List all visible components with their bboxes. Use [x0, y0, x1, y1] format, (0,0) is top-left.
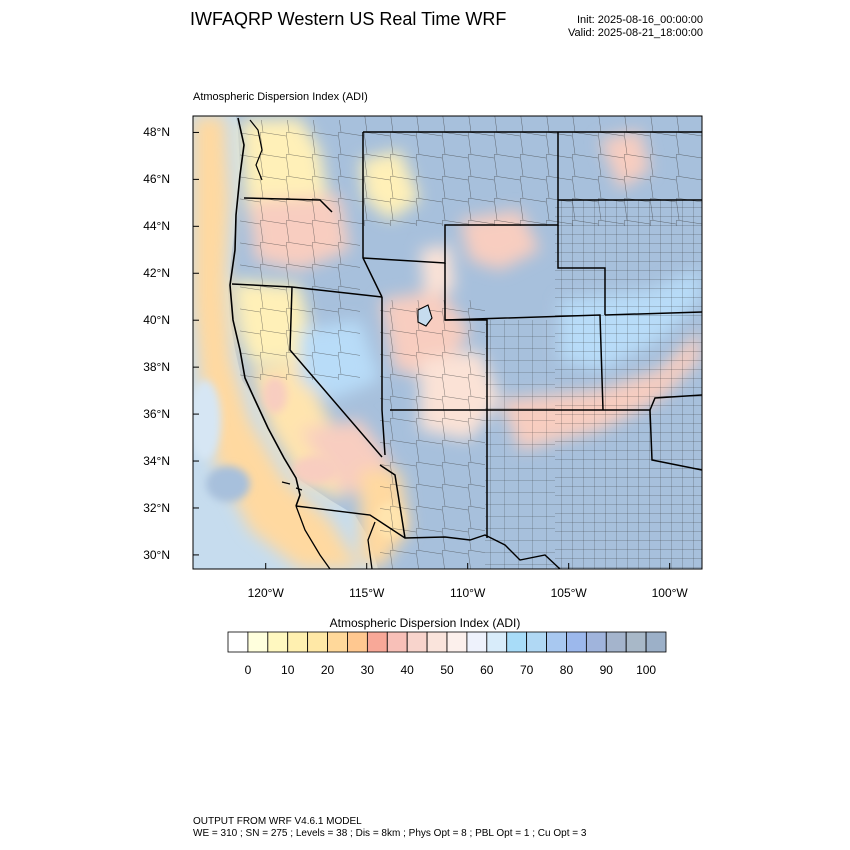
lat-label: 36°N — [143, 407, 170, 422]
colorbar-swatch — [287, 631, 309, 653]
lat-label: 34°N — [143, 454, 170, 469]
lon-label: 120°W — [247, 586, 284, 600]
lat-label: 38°N — [143, 360, 170, 375]
lon-label: 115°W — [349, 586, 385, 600]
colorbar-swatch — [366, 631, 388, 653]
colorbar-swatch — [426, 631, 448, 653]
great-salt-lake — [417, 304, 433, 327]
model-info: OUTPUT FROM WRF V4.6.1 MODEL — [193, 816, 362, 827]
lat-label: 40°N — [143, 313, 170, 328]
page-title: IWFAQRP Western US Real Time WRF — [190, 9, 507, 29]
colorbar-label: 20 — [320, 663, 335, 677]
colorbar-swatch — [526, 631, 547, 653]
colorbar-swatch — [605, 631, 627, 653]
county-lines-north — [360, 116, 702, 226]
lon-label: 105°W — [550, 586, 587, 600]
lat-ticks — [193, 131, 199, 556]
colorbar-swatch — [625, 631, 647, 653]
colorbar-label: 80 — [559, 663, 574, 677]
colorbar-swatch — [247, 631, 269, 653]
colorbar-swatch — [506, 631, 528, 653]
colorbar-swatch — [347, 631, 368, 653]
gulf-of-california-coast — [367, 521, 376, 569]
county-lines-west — [240, 120, 360, 380]
colorbar-swatch — [327, 631, 348, 653]
colorbar-label: 30 — [360, 663, 375, 677]
colorbar-label: 100 — [636, 663, 657, 677]
colorbar-title: Atmospheric Dispersion Index (ADI) — [329, 616, 521, 630]
colorbar-swatch — [486, 631, 508, 653]
init-time: Init: 2025-08-16_00:00:00 — [577, 14, 703, 26]
lat-label: 32°N — [143, 500, 170, 515]
colorbar-swatch — [406, 631, 428, 653]
colorbar-label: 70 — [519, 663, 534, 677]
lat-label: 48°N — [143, 125, 170, 140]
colorbar-swatch — [307, 631, 328, 653]
county-lines-southwest — [380, 300, 485, 569]
lon-ticks — [265, 563, 671, 569]
colorbar — [227, 631, 667, 653]
colorbar-swatch — [585, 631, 607, 653]
colorbar-swatch — [546, 631, 567, 653]
puget-sound — [249, 119, 263, 181]
map-frame — [192, 115, 703, 570]
lat-label: 42°N — [143, 266, 170, 281]
colorbar-label: 60 — [480, 663, 494, 677]
model-config: WE = 310 ; SN = 275 ; Levels = 38 ; Dis … — [193, 828, 587, 839]
colorbar-swatch — [466, 631, 488, 653]
county-lines-east — [485, 320, 555, 569]
colorbar-label: 40 — [400, 663, 414, 677]
county-lines-plains — [555, 200, 702, 569]
lon-label: 100°W — [651, 586, 688, 600]
colorbar-label: 50 — [440, 663, 454, 677]
colorbar-swatch — [267, 631, 289, 653]
colorbar-label: 90 — [599, 663, 613, 677]
colorbar-swatch — [566, 631, 587, 653]
coastline — [229, 117, 301, 507]
lat-label: 46°N — [143, 172, 170, 187]
mexico-border — [295, 505, 561, 569]
colorbar-swatch — [446, 631, 468, 653]
channel-islands — [281, 481, 303, 491]
valid-time: Valid: 2025-08-21_18:00:00 — [568, 27, 703, 39]
colorbar-swatch — [645, 631, 667, 653]
colorbar-label: 10 — [281, 663, 295, 677]
field-label: Atmospheric Dispersion Index (ADI) — [193, 91, 368, 103]
lat-label: 30°N — [143, 547, 170, 562]
adi-field — [193, 116, 702, 569]
colorbar-label: 0 — [244, 663, 252, 677]
lat-label: 44°N — [143, 219, 170, 234]
baja-coast — [295, 505, 331, 569]
colorbar-swatch — [227, 631, 249, 653]
colorbar-swatch — [386, 631, 408, 653]
state-boundaries — [231, 131, 702, 539]
lon-label: 110°W — [450, 586, 486, 600]
